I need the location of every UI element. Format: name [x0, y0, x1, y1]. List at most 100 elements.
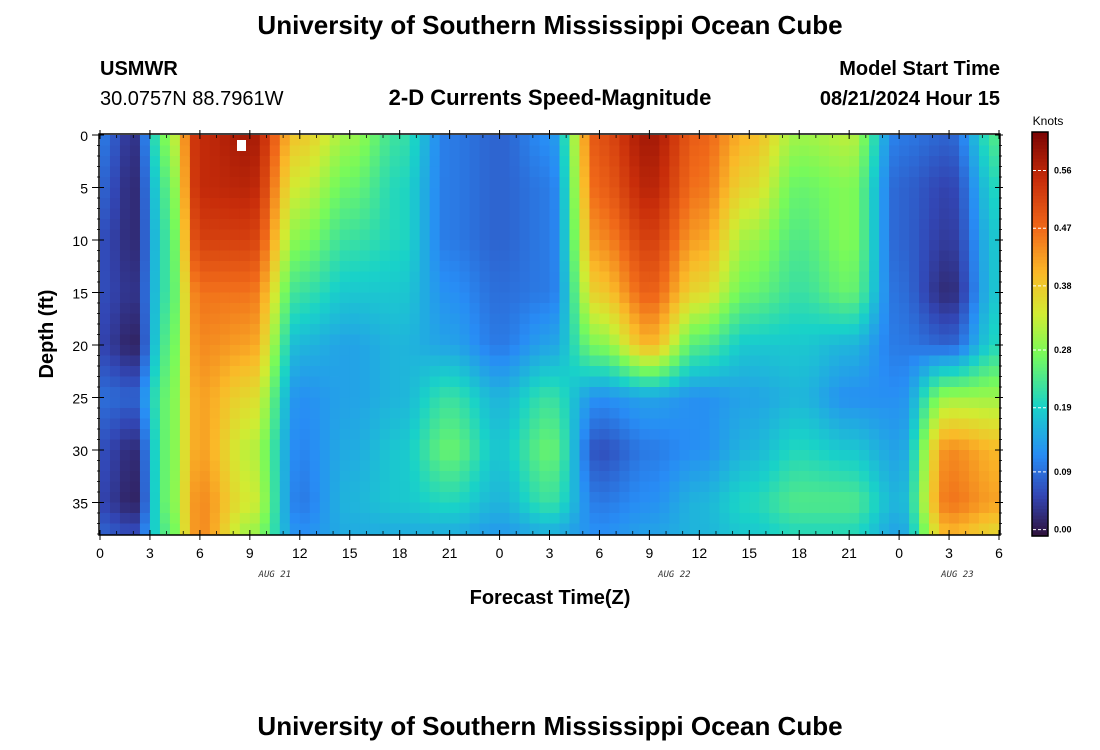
heatmap-cell: [709, 355, 720, 367]
heatmap-cell: [769, 198, 780, 210]
heatmap-cell: [509, 177, 521, 189]
heatmap-cell: [839, 292, 850, 304]
heatmap-cell: [689, 481, 700, 493]
heatmap-cell: [439, 418, 451, 430]
heatmap-cell: [539, 313, 551, 325]
heatmap-cell: [129, 492, 141, 504]
repeated-page-title: University of Southern Mississippi Ocean…: [257, 711, 842, 741]
heatmap-cell: [549, 376, 561, 388]
heatmap-cell: [609, 334, 621, 346]
heatmap-cell: [889, 219, 900, 231]
heatmap-cell: [869, 376, 880, 388]
heatmap-cell: [289, 250, 301, 262]
heatmap-cell: [209, 418, 221, 430]
heatmap-cell: [289, 334, 301, 346]
heatmap-cell: [479, 439, 491, 451]
heatmap-cell: [539, 187, 551, 199]
heatmap-cell: [439, 408, 451, 420]
heatmap-cell: [459, 439, 471, 451]
heatmap-cell: [589, 156, 601, 168]
heatmap-cell: [929, 481, 940, 493]
heatmap-cell: [609, 450, 621, 462]
heatmap-cell: [639, 366, 650, 378]
heatmap-cell: [719, 145, 730, 157]
heatmap-cell: [539, 292, 551, 304]
heatmap-cell: [829, 450, 840, 462]
heatmap-cell: [159, 397, 171, 409]
heatmap-cell: [439, 145, 451, 157]
heatmap-cell: [489, 156, 501, 168]
colorbar-swatch: [1032, 256, 1048, 261]
heatmap-cell: [859, 355, 870, 367]
heatmap-cell: [949, 229, 960, 241]
heatmap-cell: [329, 282, 341, 294]
heatmap-cell: [869, 523, 880, 535]
heatmap-cell: [489, 177, 501, 189]
heatmap-cell: [699, 387, 710, 399]
heatmap-cell: [609, 198, 621, 210]
heatmap-cell: [959, 460, 970, 472]
colorbar-swatch: [1032, 307, 1048, 312]
heatmap-cell: [559, 156, 571, 168]
heatmap-cell: [829, 219, 840, 231]
heatmap-cell: [259, 387, 271, 399]
heatmap-cell: [279, 135, 291, 147]
heatmap-cell: [569, 240, 581, 252]
heatmap-cell: [389, 166, 401, 178]
heatmap-cell: [100, 397, 111, 409]
heatmap-cell: [289, 219, 301, 231]
heatmap-cell: [699, 292, 710, 304]
heatmap-cell: [679, 282, 690, 294]
heatmap-cell: [889, 250, 900, 262]
heatmap-cell: [289, 240, 301, 252]
heatmap-cell: [199, 492, 211, 504]
heatmap-cell: [319, 429, 331, 441]
heatmap-cell: [199, 334, 211, 346]
heatmap-cell: [219, 324, 231, 336]
heatmap-cell: [859, 492, 870, 504]
heatmap-cell: [319, 250, 331, 262]
heatmap-cell: [289, 355, 301, 367]
heatmap-cell: [809, 135, 820, 147]
heatmap-cell: [799, 303, 810, 315]
heatmap-cell: [779, 177, 790, 189]
heatmap-cell: [799, 229, 810, 241]
heatmap-cell: [159, 156, 171, 168]
heatmap-cell: [929, 429, 940, 441]
heatmap-cell: [579, 313, 591, 325]
heatmap-cell: [259, 229, 271, 241]
heatmap-cell: [189, 324, 201, 336]
colorbar-swatch: [1032, 185, 1048, 190]
heatmap-cell: [689, 208, 700, 220]
heatmap-cell: [129, 481, 141, 493]
heatmap-cell: [639, 376, 650, 388]
heatmap-cell: [749, 481, 760, 493]
heatmap-cell: [159, 177, 171, 189]
heatmap-cell: [639, 387, 650, 399]
heatmap-cell: [179, 208, 191, 220]
heatmap-cell: [729, 313, 740, 325]
heatmap-cell: [569, 387, 581, 399]
heatmap-cell: [779, 219, 790, 231]
heatmap-cell: [379, 429, 391, 441]
heatmap-cell: [649, 450, 660, 462]
colorbar-swatch: [1032, 445, 1048, 450]
heatmap-cell: [489, 418, 501, 430]
heatmap-cell: [119, 397, 131, 409]
heatmap-cell: [199, 240, 211, 252]
station-id: USMWR: [100, 58, 178, 80]
heatmap-cell: [209, 303, 221, 315]
heatmap-cell: [939, 345, 950, 357]
heatmap-cell: [499, 387, 511, 399]
heatmap-cell: [169, 261, 181, 273]
heatmap-cell: [189, 156, 201, 168]
heatmap-cell: [979, 303, 990, 315]
heatmap-cell: [939, 502, 950, 514]
heatmap-cell: [529, 271, 541, 283]
heatmap-cell: [209, 324, 221, 336]
heatmap-cell: [379, 492, 391, 504]
heatmap-cell: [279, 523, 291, 535]
heatmap-cell: [629, 460, 640, 472]
heatmap-cell: [549, 292, 561, 304]
heatmap-cell: [909, 387, 920, 399]
